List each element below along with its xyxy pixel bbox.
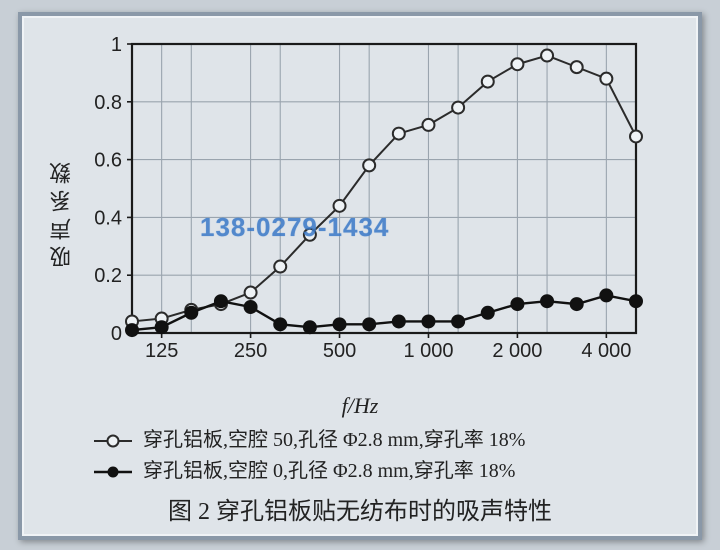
chart-svg: 0 0.2 0.4 0.6 0.8 1 125 250 500 1 000 2 000 4 000 — [80, 34, 650, 369]
y-axis-label: 吸声系数 — [44, 34, 80, 391]
legend-row-cavity0: 穿孔铝板,空腔 0,孔径 Φ2.8 mm,穿孔率 18% — [94, 456, 676, 487]
svg-text:0.2: 0.2 — [94, 265, 122, 287]
svg-text:500: 500 — [323, 340, 356, 362]
plot-area: 0 0.2 0.4 0.6 0.8 1 125 250 500 1 000 2 000 4 000 1… — [80, 34, 676, 391]
svg-text:0.8: 0.8 — [94, 92, 122, 114]
svg-text:2 000: 2 000 — [492, 340, 542, 362]
plot-wrap: 吸声系数 0 0.2 0.4 0.6 0.8 1 125 250 500 1 000 2 000 4 … — [44, 34, 676, 391]
svg-text:125: 125 — [145, 340, 178, 362]
legend-label-cavity0: 穿孔铝板,空腔 0,孔径 Φ2.8 mm,穿孔率 18% — [143, 460, 515, 482]
svg-text:0.4: 0.4 — [94, 207, 122, 229]
svg-text:1 000: 1 000 — [403, 340, 453, 362]
svg-text:0.6: 0.6 — [94, 150, 122, 172]
figure-caption: 图 2 穿孔铝板贴无纺布时的吸声特性 — [44, 491, 676, 526]
legend-row-cavity50: 穿孔铝板,空腔 50,孔径 Φ2.8 mm,穿孔率 18% — [94, 425, 676, 456]
svg-text:250: 250 — [234, 340, 267, 362]
legend-label-cavity50: 穿孔铝板,空腔 50,孔径 Φ2.8 mm,穿孔率 18% — [143, 429, 525, 451]
legend-marker-solid-circle-icon — [94, 465, 132, 479]
legend: 穿孔铝板,空腔 50,孔径 Φ2.8 mm,穿孔率 18% 穿孔铝板,空腔 0,… — [94, 425, 676, 487]
svg-text:1: 1 — [111, 34, 122, 56]
svg-text:0: 0 — [111, 323, 122, 345]
x-axis-label: f/Hz — [44, 393, 676, 419]
legend-marker-open-circle-icon — [94, 434, 132, 448]
figure-panel: 吸声系数 0 0.2 0.4 0.6 0.8 1 125 250 500 1 000 2 000 4 … — [18, 12, 702, 540]
svg-text:4 000: 4 000 — [581, 340, 631, 362]
